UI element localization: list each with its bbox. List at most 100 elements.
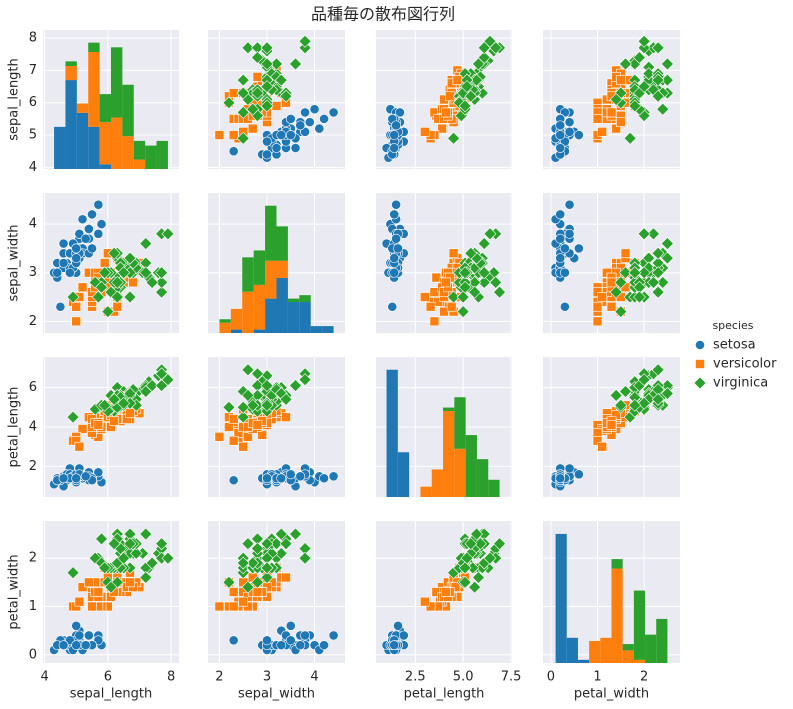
point bbox=[651, 363, 665, 377]
point bbox=[66, 566, 80, 580]
hist-bar bbox=[145, 145, 157, 169]
point bbox=[452, 75, 463, 85]
hist-bar bbox=[265, 260, 277, 299]
point bbox=[98, 561, 112, 575]
point bbox=[91, 290, 105, 304]
point bbox=[55, 301, 66, 312]
point bbox=[58, 238, 69, 249]
point bbox=[660, 251, 674, 265]
point bbox=[260, 537, 274, 551]
point bbox=[433, 297, 444, 307]
hist-bar bbox=[633, 590, 646, 660]
point bbox=[260, 561, 274, 575]
point bbox=[228, 414, 239, 424]
point bbox=[470, 527, 483, 541]
point bbox=[87, 601, 97, 612]
point bbox=[420, 292, 430, 302]
point bbox=[458, 575, 472, 589]
point bbox=[628, 99, 642, 113]
point bbox=[609, 93, 623, 106]
point bbox=[93, 199, 104, 210]
point bbox=[651, 41, 665, 55]
point bbox=[447, 131, 461, 145]
point bbox=[93, 420, 104, 430]
point bbox=[270, 57, 283, 71]
point bbox=[642, 67, 656, 81]
point bbox=[276, 473, 287, 484]
hist-bar bbox=[420, 486, 432, 497]
point bbox=[637, 227, 651, 241]
point bbox=[95, 280, 108, 294]
point bbox=[389, 143, 400, 153]
point bbox=[592, 316, 603, 327]
point bbox=[74, 630, 85, 641]
point bbox=[236, 86, 250, 100]
hist-bar bbox=[219, 319, 231, 323]
hist-bar bbox=[99, 164, 111, 169]
point bbox=[637, 373, 651, 387]
point bbox=[290, 143, 301, 153]
point bbox=[238, 596, 249, 607]
point bbox=[431, 272, 442, 283]
point bbox=[597, 441, 607, 452]
point bbox=[391, 120, 402, 131]
point bbox=[262, 149, 272, 160]
point bbox=[58, 258, 69, 268]
hist-bar bbox=[242, 291, 254, 333]
point bbox=[460, 80, 474, 93]
legend-marker bbox=[695, 359, 705, 369]
point bbox=[155, 276, 169, 289]
point bbox=[52, 267, 63, 278]
point bbox=[123, 290, 137, 304]
point bbox=[441, 277, 451, 288]
hist-bar bbox=[287, 302, 300, 333]
point bbox=[228, 436, 239, 446]
point bbox=[319, 473, 329, 484]
point bbox=[441, 587, 451, 597]
point bbox=[647, 227, 660, 241]
point bbox=[241, 41, 255, 55]
y-tick-label: 5 bbox=[29, 128, 37, 143]
hist-bar bbox=[611, 559, 623, 569]
point bbox=[628, 266, 642, 280]
y-tick-label: 0 bbox=[29, 647, 37, 662]
point bbox=[236, 131, 250, 145]
point bbox=[468, 580, 482, 594]
point bbox=[660, 57, 674, 71]
point bbox=[285, 620, 296, 631]
point bbox=[592, 301, 603, 312]
y-tick-label: 4 bbox=[29, 217, 37, 232]
point bbox=[616, 117, 626, 127]
hist-bar bbox=[88, 126, 100, 169]
point bbox=[444, 91, 455, 102]
point bbox=[637, 266, 651, 280]
point bbox=[285, 469, 296, 480]
point bbox=[619, 266, 632, 280]
point bbox=[285, 113, 296, 124]
point bbox=[101, 305, 115, 319]
hist-bar bbox=[122, 84, 134, 137]
point bbox=[279, 392, 293, 406]
hist-bar bbox=[265, 205, 277, 261]
point bbox=[87, 209, 97, 220]
point bbox=[161, 551, 175, 565]
point bbox=[262, 136, 272, 147]
point bbox=[651, 89, 665, 103]
point bbox=[251, 86, 264, 100]
x-tick-label: 4 bbox=[40, 670, 48, 685]
point bbox=[483, 227, 497, 241]
y-axis-label: sepal_width bbox=[7, 225, 22, 302]
point bbox=[328, 630, 339, 641]
hist-bar bbox=[287, 298, 300, 303]
point bbox=[98, 266, 112, 280]
point bbox=[71, 640, 82, 651]
hist-bar bbox=[299, 295, 311, 303]
point bbox=[555, 130, 566, 140]
point bbox=[300, 107, 310, 118]
point bbox=[573, 130, 584, 140]
point bbox=[241, 389, 255, 402]
point bbox=[472, 571, 485, 584]
point bbox=[128, 277, 138, 288]
x-tick-label: 0 bbox=[547, 670, 555, 685]
